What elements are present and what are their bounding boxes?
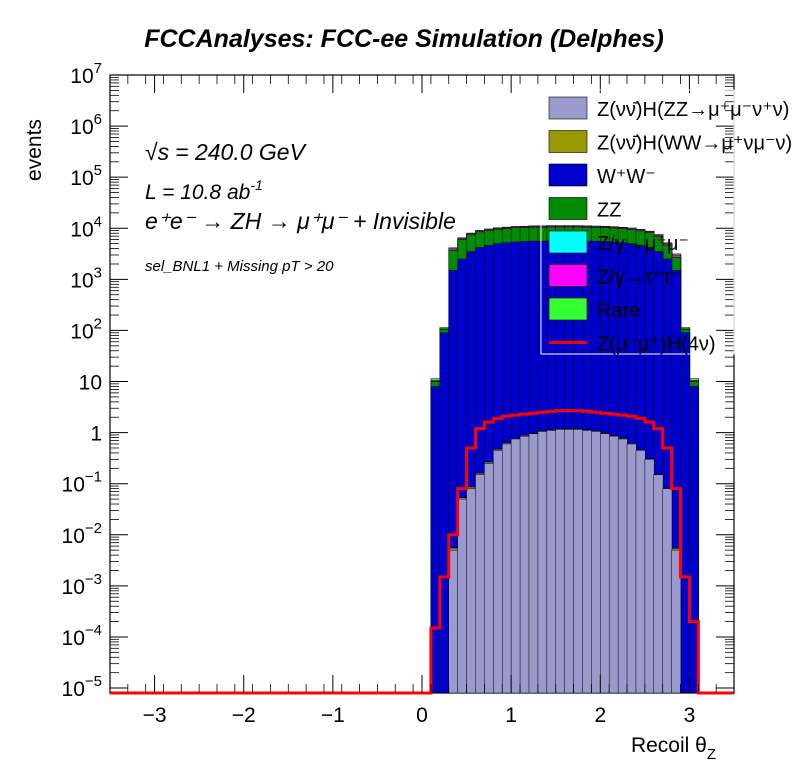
y-tick-label: 1 [90,423,102,446]
bar-series0-bin18 [582,430,593,694]
legend-label: W⁺W⁻ [597,166,656,188]
y-tick-label: 107 [70,60,102,88]
bar-series0-bin20 [600,433,610,694]
y-tick-label: 104 [70,213,102,241]
annotation-process: e⁺e⁻ → ZH → μ⁺μ⁻ + Invisible [145,208,456,234]
bar-series0-bin23 [626,443,637,694]
legend-label: ZZ [597,200,621,222]
bar-series0-bin10 [510,438,521,694]
annotation-selection: sel_BNL1 + Missing pT > 20 [145,258,334,275]
x-tick-label: −2 [232,704,256,727]
legend-label: Rare [597,300,640,322]
bar-series0-bin19 [591,431,601,694]
bar-series0-bin17 [573,429,584,694]
bar-series0-bin7 [484,463,494,694]
y-tick-label: 10 [79,372,102,395]
bar-series0-bin28 [671,549,682,694]
legend-entry-3: ZZ [548,197,621,222]
annotation-sqrt-symbol: √s [145,139,170,165]
bar-series0-bin5 [466,488,477,694]
legend-swatch [548,197,588,220]
x-tick-label: −1 [321,704,345,727]
legend-entry-5: Z/γ→τ⁺τ⁻ [548,264,682,289]
legend-entry-0: Z(νν̄)H(ZZ→μ⁺μ⁻ν⁺ν) [548,96,789,121]
bar-series2-bin30 [689,386,699,694]
bar-series0-bin12 [528,433,539,694]
legend-entry-2: W⁺W⁻ [548,163,656,188]
bar-series2-bin2 [439,332,450,694]
annotation-lumi-exp: -1 [250,177,262,193]
annotation-lumi: L = 10.8 ab-1 [145,177,263,204]
x-tick-label: 2 [594,704,606,727]
bar-series0-bin25 [644,459,655,694]
legend-entry-4: Z/γ→μ⁺μ⁻ [548,230,689,255]
x-tick-label: 1 [505,704,517,727]
y-tick-label: 103 [70,264,102,292]
legend-entry-7: Z(μ⁻μ⁺)H(4ν) [549,334,716,356]
y-tick-label: 106 [70,111,102,139]
bar-series0-bin24 [635,450,646,694]
legend-swatch [548,163,588,187]
legend-entry-6: Rare [548,297,640,322]
x-axis-title: Recoil θZ [631,734,716,763]
legend-label: Z(νν̄)H(WW→μ⁺νμ⁻ν) [597,133,792,155]
annotation-lumi-value: L = 10.8 ab [145,181,251,204]
x-axis-title-sub: Z [707,746,716,763]
x-tick-label: 3 [684,704,696,727]
bar-series0-bin22 [617,438,628,694]
x-tick-label: 0 [416,704,428,727]
signal-line [110,409,734,695]
bar-series0-bin26 [653,474,664,694]
bar-series0-bin6 [475,474,486,694]
legend-swatch [548,130,588,153]
x-axis-title-main: Recoil θ [631,734,707,757]
y-tick-label: 10−5 [62,673,102,701]
y-tick-label: 10−1 [62,469,102,497]
y-axis-title: events [23,119,46,181]
legend-entry-1: Z(νν̄)H(WW→μ⁺νμ⁻ν) [548,130,792,155]
legend-swatch [548,96,588,120]
bar-series0-bin14 [546,430,557,694]
legend-label: Z/γ→μ⁺μ⁻ [597,233,689,255]
legend-swatch [548,297,588,321]
annotation-block: √s = 240.0 GeV L = 10.8 ab-1 e⁺e⁻ → ZH → … [145,139,456,275]
axis-ticks: −3 −2 −1 0 1 2 3 10−5 10−4 10−3 10−2 10−1 1 10 102 103 1… [62,60,735,727]
y-tick-label: 10−4 [62,622,102,650]
legend-label: Z/γ→τ⁺τ⁻ [597,267,682,289]
legend-label: Z(μ⁻μ⁺)H(4ν) [597,334,716,356]
x-tick-label: −3 [143,704,167,727]
y-tick-label: 10−3 [62,571,102,599]
series-0-bars [448,429,682,694]
y-tick-label: 102 [70,315,102,343]
chart-title: FCCAnalyses: FCC-ee Simulation (Delphes) [144,25,664,53]
bar-series0-bin11 [519,435,530,694]
bar-series0-bin15 [555,429,566,694]
y-tick-label: 105 [70,162,102,190]
y-tick-label: 10−2 [62,520,102,548]
histogram-layer [430,225,699,694]
signal-line-layer [110,409,734,695]
bar-series0-bin13 [537,431,548,694]
legend-label: Z(νν̄)H(ZZ→μ⁺μ⁻ν⁺ν) [597,99,789,121]
legend-swatch [548,230,588,254]
bar-series0-bin9 [501,443,512,694]
bar-series0-bin27 [662,488,673,694]
annotation-energy: = 240.0 GeV [175,139,307,165]
annotation-sqrt-s: √s = 240.0 GeV [145,139,308,165]
bar-series0-bin16 [564,429,575,694]
legend-box [540,89,735,355]
bar-series0-bin21 [608,435,619,694]
bar-series0-bin8 [493,450,503,694]
legend: Z(νν̄)H(ZZ→μ⁺μ⁻ν⁺ν) Z(νν̄)H(WW→μ⁺νμ⁻ν) W⁺W… [540,89,792,356]
legend-swatch [548,264,588,287]
